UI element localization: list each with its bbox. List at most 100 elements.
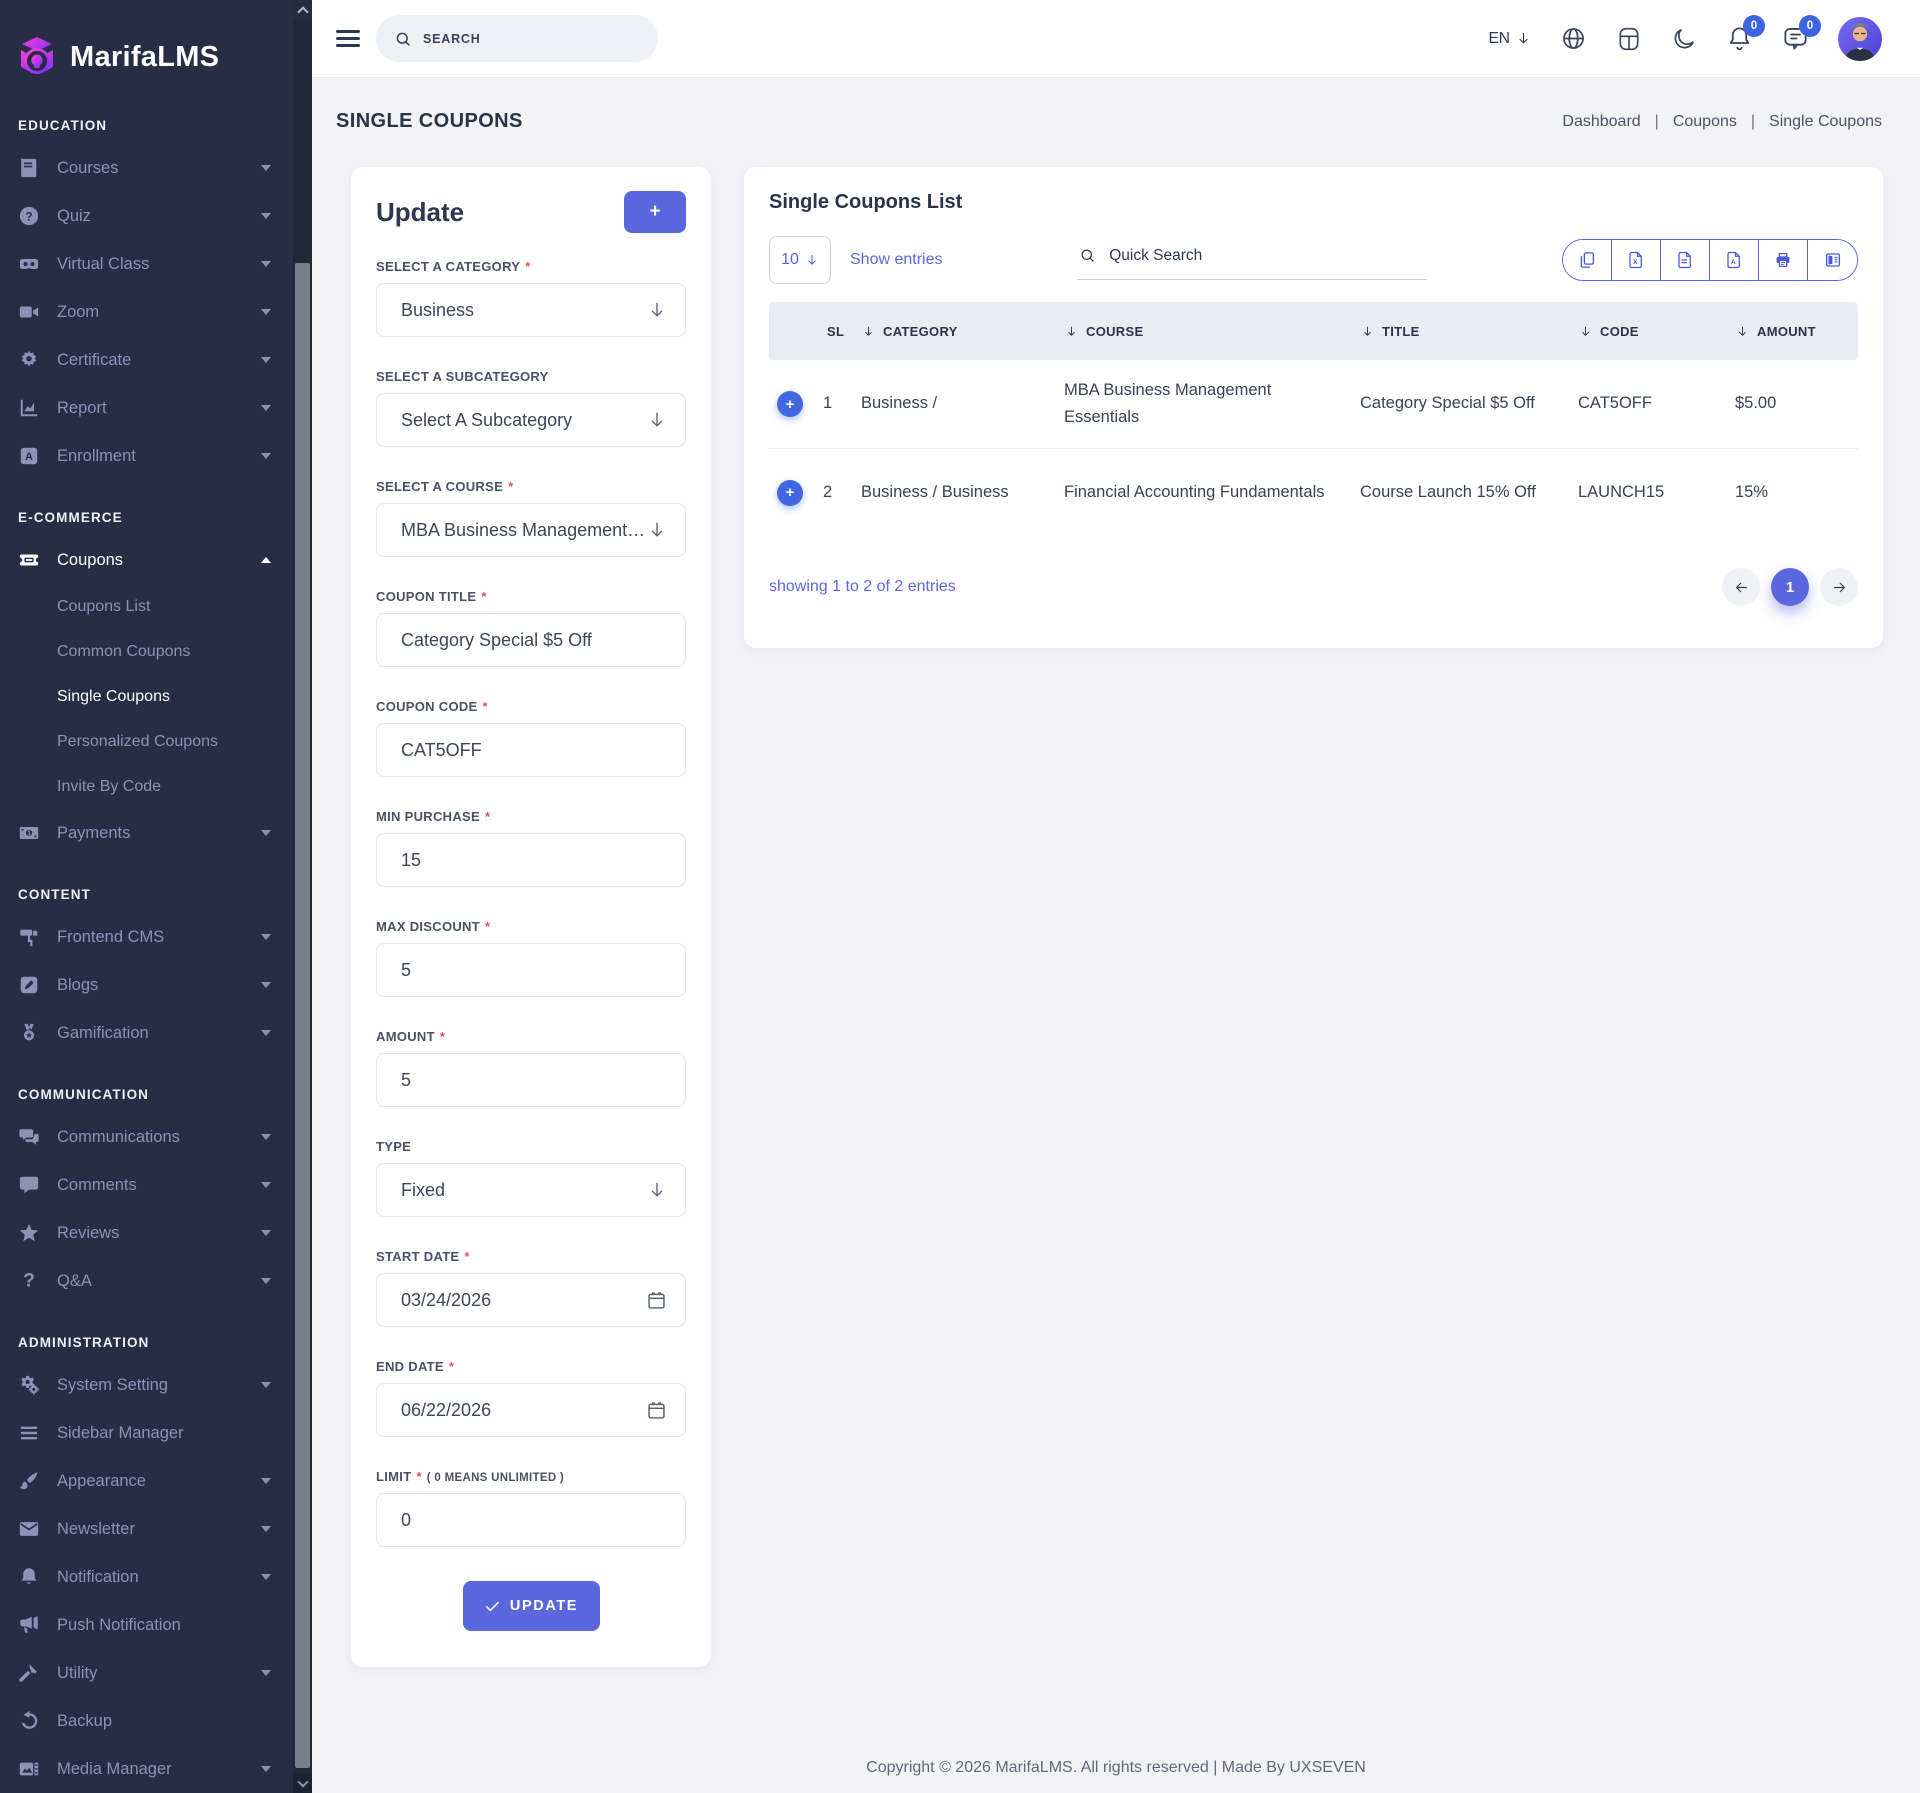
sidebar-item-label: Certificate xyxy=(57,350,132,369)
sidebar-item-q-a[interactable]: ? Q&A xyxy=(0,1257,293,1305)
column-header-course[interactable]: COURSE xyxy=(1064,324,1360,339)
field-value: CAT5OFF xyxy=(401,739,482,760)
scrollbar-thumb[interactable] xyxy=(295,263,310,1768)
sidebar-item-backup[interactable]: Backup xyxy=(0,1697,293,1745)
expand-row-button[interactable]: + xyxy=(777,391,803,417)
sidebar-item-notification[interactable]: Notification xyxy=(0,1553,293,1601)
notifications-bell-icon[interactable]: 0 xyxy=(1726,15,1765,52)
breadcrumb-single-coupons[interactable]: Single Coupons xyxy=(1769,112,1882,130)
sidebar-item-label: Enrollment xyxy=(57,446,136,465)
field-select-a-category: SELECT A CATEGORY * Business xyxy=(376,259,686,337)
sidebar-scrollbar[interactable] xyxy=(293,0,312,1793)
global-search-input[interactable]: SEARCH xyxy=(376,15,658,62)
coupon-code-input[interactable]: CAT5OFF xyxy=(376,723,686,777)
export-excel-button[interactable]: X xyxy=(1612,240,1661,280)
column-header-amount[interactable]: AMOUNT xyxy=(1735,324,1858,339)
layout-panel-icon[interactable] xyxy=(1616,26,1642,52)
sidebar-item-communications[interactable]: Communications xyxy=(0,1113,293,1161)
breadcrumb-coupons[interactable]: Coupons xyxy=(1672,112,1737,130)
select-a-subcategory-select[interactable]: Select A Subcategory xyxy=(376,393,686,447)
sidebar-item-push-notification[interactable]: Push Notification xyxy=(0,1601,293,1649)
comment-icon xyxy=(18,1174,40,1196)
form-fields: SELECT A CATEGORY * Business SELECT A SUBCA… xyxy=(376,259,686,1547)
sidebar-item-system-setting[interactable]: System Setting xyxy=(0,1361,293,1409)
sidebar-item-virtual-class[interactable]: Virtual Class xyxy=(0,240,293,288)
breadcrumb-dashboard[interactable]: Dashboard xyxy=(1562,112,1641,130)
brand-logo[interactable]: MarifaLMS xyxy=(0,0,293,88)
required-marker: * xyxy=(481,589,487,604)
sidebar-item-quiz[interactable]: ? Quiz xyxy=(0,192,293,240)
messages-chat-icon[interactable]: 0 xyxy=(1782,15,1821,52)
max-discount-input[interactable]: 5 xyxy=(376,943,686,997)
main-area: SEARCH EN 0 0 xyxy=(312,0,1920,1793)
export-csv-button[interactable] xyxy=(1661,240,1710,280)
sidebar-subitem-common-coupons[interactable]: Common Coupons xyxy=(57,642,191,660)
export-pdf-button[interactable]: A xyxy=(1710,240,1759,280)
sidebar-item-comments[interactable]: Comments xyxy=(0,1161,293,1209)
field-label: LIMIT * ( 0 MEANS UNLIMITED ) xyxy=(376,1469,686,1484)
type-select[interactable]: Fixed xyxy=(376,1163,686,1217)
sidebar-item-certificate[interactable]: Certificate xyxy=(0,336,293,384)
sidebar-item-media-manager[interactable]: Media Manager xyxy=(0,1745,293,1793)
column-header-category[interactable]: CATEGORY xyxy=(861,324,1064,339)
next-page-button[interactable] xyxy=(1820,568,1858,606)
per-page-select[interactable]: 10 xyxy=(769,236,831,284)
scroll-up-button[interactable] xyxy=(293,0,312,20)
copy-button[interactable] xyxy=(1563,240,1612,280)
column-header-code[interactable]: CODE xyxy=(1578,324,1735,339)
column-header-label: CODE xyxy=(1600,323,1639,339)
expand-row-button[interactable]: + xyxy=(777,479,803,506)
end-date-input[interactable]: 06/22/2026 xyxy=(376,1383,686,1437)
sidebar-item-report[interactable]: Report xyxy=(0,384,293,432)
field-label: MIN PURCHASE * xyxy=(376,809,686,824)
columns-button[interactable] xyxy=(1808,240,1857,280)
min-purchase-input[interactable]: 15 xyxy=(376,833,686,887)
quick-search-input[interactable]: Quick Search xyxy=(1077,241,1428,280)
add-coupon-button[interactable]: + xyxy=(624,191,686,233)
start-date-input[interactable]: 03/24/2026 xyxy=(376,1273,686,1327)
sidebar-item-utility[interactable]: Utility xyxy=(0,1649,293,1697)
sidebar-item-label: Comments xyxy=(57,1175,137,1194)
sidebar-item-frontend-cms[interactable]: Frontend CMS xyxy=(0,913,293,961)
select-a-category-select[interactable]: Business xyxy=(376,283,686,337)
coupon-title-input[interactable]: Category Special $5 Off xyxy=(376,613,686,667)
sidebar-subitem-single-coupons[interactable]: Single Coupons xyxy=(57,687,170,705)
hamburger-menu-button[interactable] xyxy=(336,26,360,51)
sidebar-item-enrollment[interactable]: A Enrollment xyxy=(0,432,293,480)
sidebar-item-coupons[interactable]: Coupons xyxy=(0,536,293,584)
column-header-title[interactable]: TITLE xyxy=(1360,324,1578,339)
current-page-button[interactable]: 1 xyxy=(1771,568,1809,606)
sidebar-item-blogs[interactable]: Blogs xyxy=(0,961,293,1009)
sidebar-item-appearance[interactable]: Appearance xyxy=(0,1457,293,1505)
sidebar-item-gamification[interactable]: Gamification xyxy=(0,1009,293,1057)
sidebar-item-newsletter[interactable]: Newsletter xyxy=(0,1505,293,1553)
table-toolbar: 10 Show entries Quick Search X A xyxy=(769,236,1858,284)
sidebar-subitem-personalized-coupons[interactable]: Personalized Coupons xyxy=(57,732,218,750)
previous-page-button[interactable] xyxy=(1722,568,1760,606)
sidebar-item-label: Q&A xyxy=(57,1271,92,1290)
show-entries-label: Show entries xyxy=(850,251,943,268)
sidebar-item-zoom[interactable]: Zoom xyxy=(0,288,293,336)
vr-goggles-icon xyxy=(18,253,40,275)
sidebar-item-courses[interactable]: Courses xyxy=(0,144,293,192)
limit-input[interactable]: 0 xyxy=(376,1493,686,1547)
sidebar-item-reviews[interactable]: Reviews xyxy=(0,1209,293,1257)
scroll-down-button[interactable] xyxy=(293,1773,312,1793)
sidebar-item-sidebar-manager[interactable]: Sidebar Manager xyxy=(0,1409,293,1457)
field-label: START DATE * xyxy=(376,1249,686,1264)
language-selector[interactable]: EN xyxy=(1488,30,1531,48)
sidebar-item-label: Courses xyxy=(57,158,119,177)
select-a-course-select[interactable]: MBA Business Management ... xyxy=(376,503,686,557)
print-button[interactable] xyxy=(1759,240,1808,280)
required-marker: * xyxy=(508,479,514,494)
sidebar-subitem-invite-by-code[interactable]: Invite By Code xyxy=(57,777,162,795)
dark-mode-moon-icon[interactable] xyxy=(1671,26,1697,52)
update-submit-button[interactable]: UPDATE xyxy=(462,1581,600,1631)
sidebar-subitem-coupons-list[interactable]: Coupons List xyxy=(57,597,151,615)
sidebar-item-payments[interactable]: 1 Payments xyxy=(0,809,293,857)
amount-input[interactable]: 5 xyxy=(376,1053,686,1107)
globe-icon[interactable] xyxy=(1560,25,1587,52)
page-header: SINGLE COUPONS Dashboard | Coupons | Single … xyxy=(336,110,1882,133)
chevron-down-icon xyxy=(261,1382,271,1388)
user-avatar[interactable] xyxy=(1838,16,1882,61)
